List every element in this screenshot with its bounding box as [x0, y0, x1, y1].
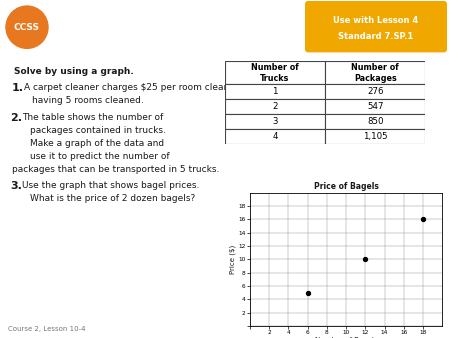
- Bar: [225, 61, 325, 84]
- Point: [419, 217, 427, 222]
- Circle shape: [6, 6, 48, 48]
- Text: use it to predict the number of: use it to predict the number of: [30, 152, 170, 161]
- Text: 1,105: 1,105: [363, 132, 387, 141]
- Bar: [325, 84, 425, 99]
- X-axis label: Number of Bagels: Number of Bagels: [315, 337, 377, 338]
- Text: 547: 547: [367, 102, 383, 111]
- Text: 276: 276: [367, 87, 383, 96]
- Text: Use with Lesson 4: Use with Lesson 4: [333, 16, 418, 25]
- Point: [304, 290, 311, 295]
- Bar: [225, 114, 325, 129]
- Text: Common Core: Common Core: [60, 10, 130, 20]
- Bar: [325, 129, 425, 144]
- Text: 3: 3: [272, 117, 278, 126]
- Text: Solve by using a graph.: Solve by using a graph.: [14, 68, 134, 76]
- Bar: [225, 99, 325, 114]
- Text: Course 2, Lesson 10-4: Course 2, Lesson 10-4: [8, 326, 86, 332]
- Bar: [225, 129, 325, 144]
- Text: Number of
Trucks: Number of Trucks: [251, 63, 299, 83]
- Bar: [325, 114, 425, 129]
- Text: The table shows the number of: The table shows the number of: [22, 113, 163, 122]
- FancyBboxPatch shape: [305, 1, 447, 52]
- Text: having 5 rooms cleaned.: having 5 rooms cleaned.: [32, 96, 144, 105]
- Y-axis label: Price ($): Price ($): [230, 245, 236, 274]
- Text: 2: 2: [272, 102, 278, 111]
- Text: 3.: 3.: [10, 181, 22, 191]
- Text: What is the price of 2 dozen bagels?: What is the price of 2 dozen bagels?: [30, 194, 195, 203]
- Bar: [325, 61, 425, 84]
- Text: CCSS: CCSS: [14, 23, 40, 32]
- Text: 1.: 1.: [12, 83, 24, 94]
- Text: 1: 1: [272, 87, 278, 96]
- Text: packages that can be transported in 5 trucks.: packages that can be transported in 5 tr…: [12, 165, 220, 174]
- Text: packages contained in trucks.: packages contained in trucks.: [30, 125, 166, 135]
- Text: 2.: 2.: [10, 113, 22, 123]
- Point: [362, 257, 369, 262]
- Text: Standard 7.SP.1: Standard 7.SP.1: [338, 32, 414, 41]
- Text: 850: 850: [367, 117, 383, 126]
- Bar: [325, 99, 425, 114]
- Bar: [225, 84, 325, 99]
- Title: Price of Bagels: Price of Bagels: [314, 182, 378, 191]
- Text: A carpet cleaner charges $25 per room cleaned. Predict the cost of: A carpet cleaner charges $25 per room cl…: [24, 83, 329, 93]
- Text: Quick Check: Quick Check: [58, 24, 202, 44]
- Text: 4: 4: [272, 132, 278, 141]
- Text: Number of
Packages: Number of Packages: [351, 63, 399, 83]
- Text: Use the graph that shows bagel prices.: Use the graph that shows bagel prices.: [22, 181, 199, 190]
- Text: Make a graph of the data and: Make a graph of the data and: [30, 139, 164, 148]
